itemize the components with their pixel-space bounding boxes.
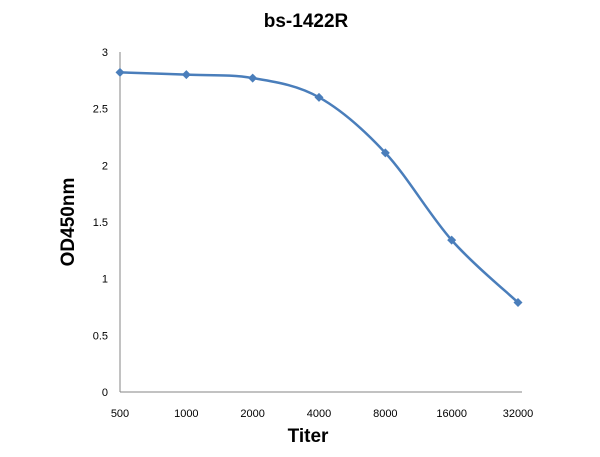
data-point-marker bbox=[314, 92, 324, 102]
y-axis-label: OD450nm bbox=[58, 178, 79, 267]
chart-title: bs-1422R bbox=[264, 11, 349, 32]
x-tick-label: 8000 bbox=[373, 408, 397, 420]
x-axis-label: Titer bbox=[288, 426, 329, 447]
y-tick-label: 0.5 bbox=[93, 330, 108, 342]
y-tick-label: 3 bbox=[102, 47, 108, 59]
y-tick-label: 0 bbox=[102, 387, 108, 399]
x-tick-label: 4000 bbox=[307, 408, 331, 420]
y-tick-label: 2 bbox=[102, 160, 108, 172]
x-tick-label: 1000 bbox=[174, 408, 198, 420]
x-tick-label: 2000 bbox=[240, 408, 264, 420]
x-tick-label: 500 bbox=[111, 408, 129, 420]
y-tick-label: 1.5 bbox=[93, 217, 108, 229]
y-tick-label: 1 bbox=[102, 274, 108, 286]
x-tick-label: 32000 bbox=[503, 408, 534, 420]
data-point-marker bbox=[181, 70, 191, 80]
data-point-marker bbox=[447, 235, 457, 245]
x-tick-label: 16000 bbox=[436, 408, 467, 420]
data-point-marker bbox=[380, 148, 390, 158]
data-point-marker bbox=[115, 67, 125, 77]
y-tick-label: 2.5 bbox=[93, 104, 108, 116]
data-point-marker bbox=[513, 297, 523, 307]
data-point-marker bbox=[248, 73, 258, 83]
series-line bbox=[119, 71, 519, 304]
